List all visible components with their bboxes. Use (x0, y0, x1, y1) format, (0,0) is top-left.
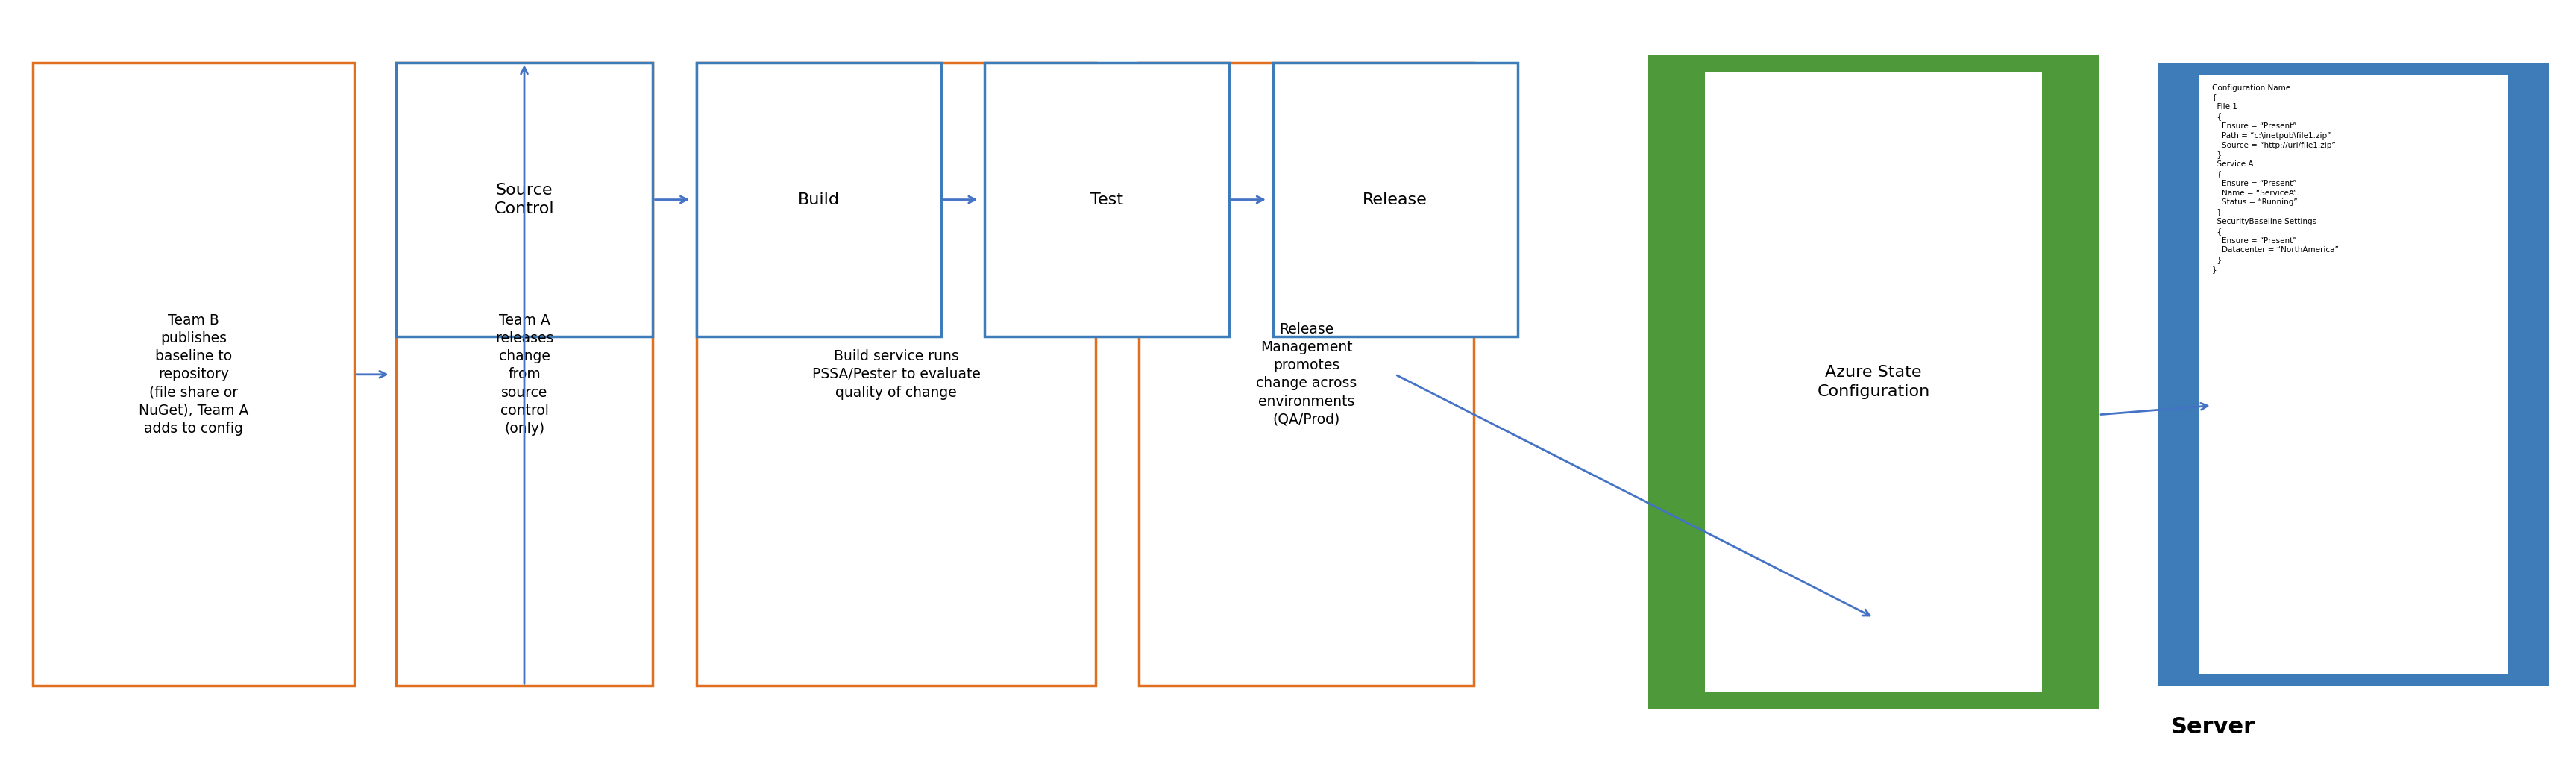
Text: Team B
publishes
baseline to
repository
(file share or
NuGet), Team A
adds to co: Team B publishes baseline to repository … (139, 313, 250, 435)
FancyBboxPatch shape (397, 63, 652, 336)
Text: Release
Management
promotes
change across
environments
(QA/Prod): Release Management promotes change acros… (1255, 322, 1358, 427)
Text: Release: Release (1363, 193, 1427, 207)
FancyBboxPatch shape (696, 63, 940, 336)
FancyBboxPatch shape (1705, 72, 2043, 692)
FancyBboxPatch shape (984, 63, 1229, 336)
FancyBboxPatch shape (1273, 63, 1517, 336)
FancyBboxPatch shape (1139, 63, 1473, 686)
Text: Azure State
Configuration: Azure State Configuration (1816, 364, 1929, 400)
FancyBboxPatch shape (33, 63, 355, 686)
Text: Server: Server (2169, 717, 2254, 738)
Text: Build service runs
PSSA/Pester to evaluate
quality of change: Build service runs PSSA/Pester to evalua… (811, 349, 979, 400)
Text: Test: Test (1090, 193, 1123, 207)
Text: Build: Build (799, 193, 840, 207)
FancyBboxPatch shape (696, 63, 1095, 686)
FancyBboxPatch shape (2197, 75, 2506, 674)
Text: Configuration Name
{
  File 1
  {
    Ensure = “Present”
    Path = “c:\inetpub\: Configuration Name { File 1 { Ensure = “… (2210, 84, 2339, 273)
FancyBboxPatch shape (397, 63, 652, 686)
Text: Team A
releases
change
from
source
control
(only): Team A releases change from source contr… (495, 313, 554, 435)
FancyBboxPatch shape (2156, 63, 2548, 686)
Text: Source
Control: Source Control (495, 183, 554, 217)
FancyBboxPatch shape (1649, 55, 2097, 709)
